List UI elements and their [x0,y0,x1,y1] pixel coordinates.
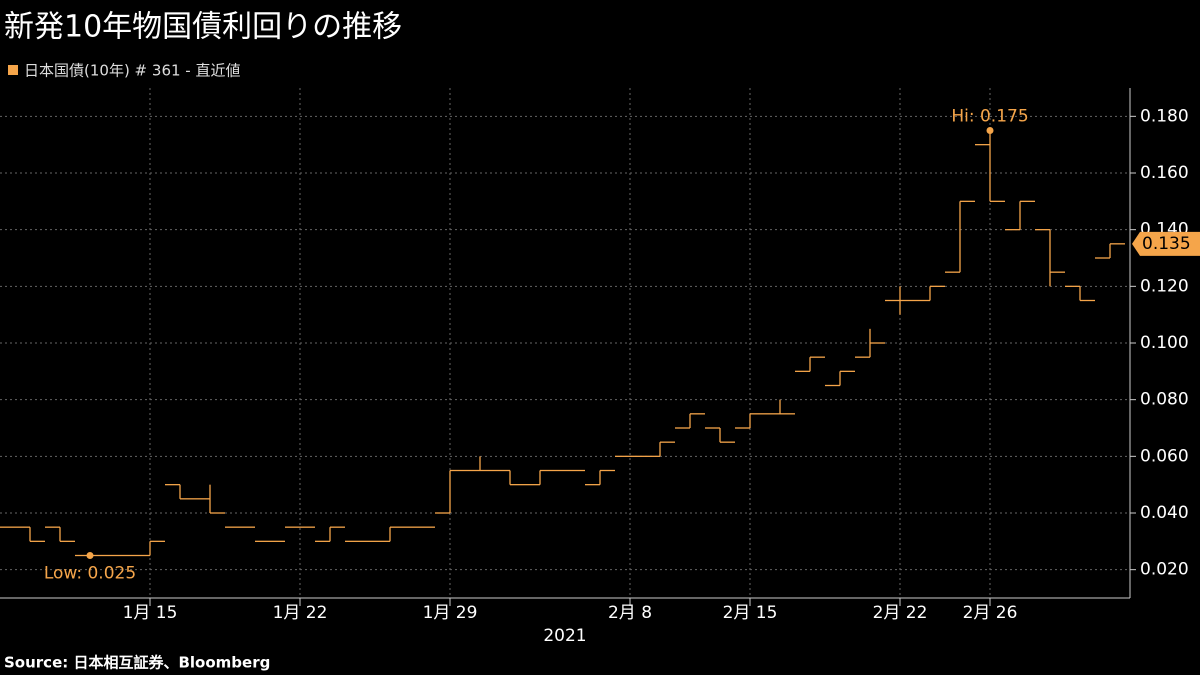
x-tick-label: 1月 22 [273,603,328,623]
x-tick-label: 1月 15 [123,603,178,623]
x-tick-label: 1月 29 [423,603,478,623]
y-tick-label: 0.020 [1140,560,1189,580]
legend-label: 日本国債(10年) # 361 - 直近値 [24,62,240,80]
y-tick-label: 0.060 [1140,446,1189,466]
y-tick-label: 0.180 [1140,106,1189,126]
x-tick-label: 2月 26 [963,603,1018,623]
y-tick-label: 0.080 [1140,390,1189,410]
annotation-dot [86,552,94,559]
series [0,130,1125,557]
last-value-tag [1132,231,1200,256]
last-value-label: 0.135 [1142,234,1191,254]
annotation: Low: 0.025 [44,564,136,584]
chart-title: 新発10年物国債利回りの推移 [4,10,402,45]
annotation: Hi: 0.175 [951,107,1028,127]
legend-swatch [8,65,18,75]
x-tick-label: 2月 8 [608,603,652,623]
y-tick-label: 0.040 [1140,503,1189,523]
annotation-dot [986,127,994,134]
x-axis-year: 2021 [543,626,586,646]
y-tick-label: 0.120 [1140,276,1189,296]
y-tick-label: 0.100 [1140,333,1189,353]
x-tick-label: 2月 15 [723,603,778,623]
x-tick-label: 2月 22 [873,603,928,623]
y-tick-label: 0.160 [1140,163,1189,183]
source: Source: 日本相互証券、Bloomberg [4,654,270,672]
